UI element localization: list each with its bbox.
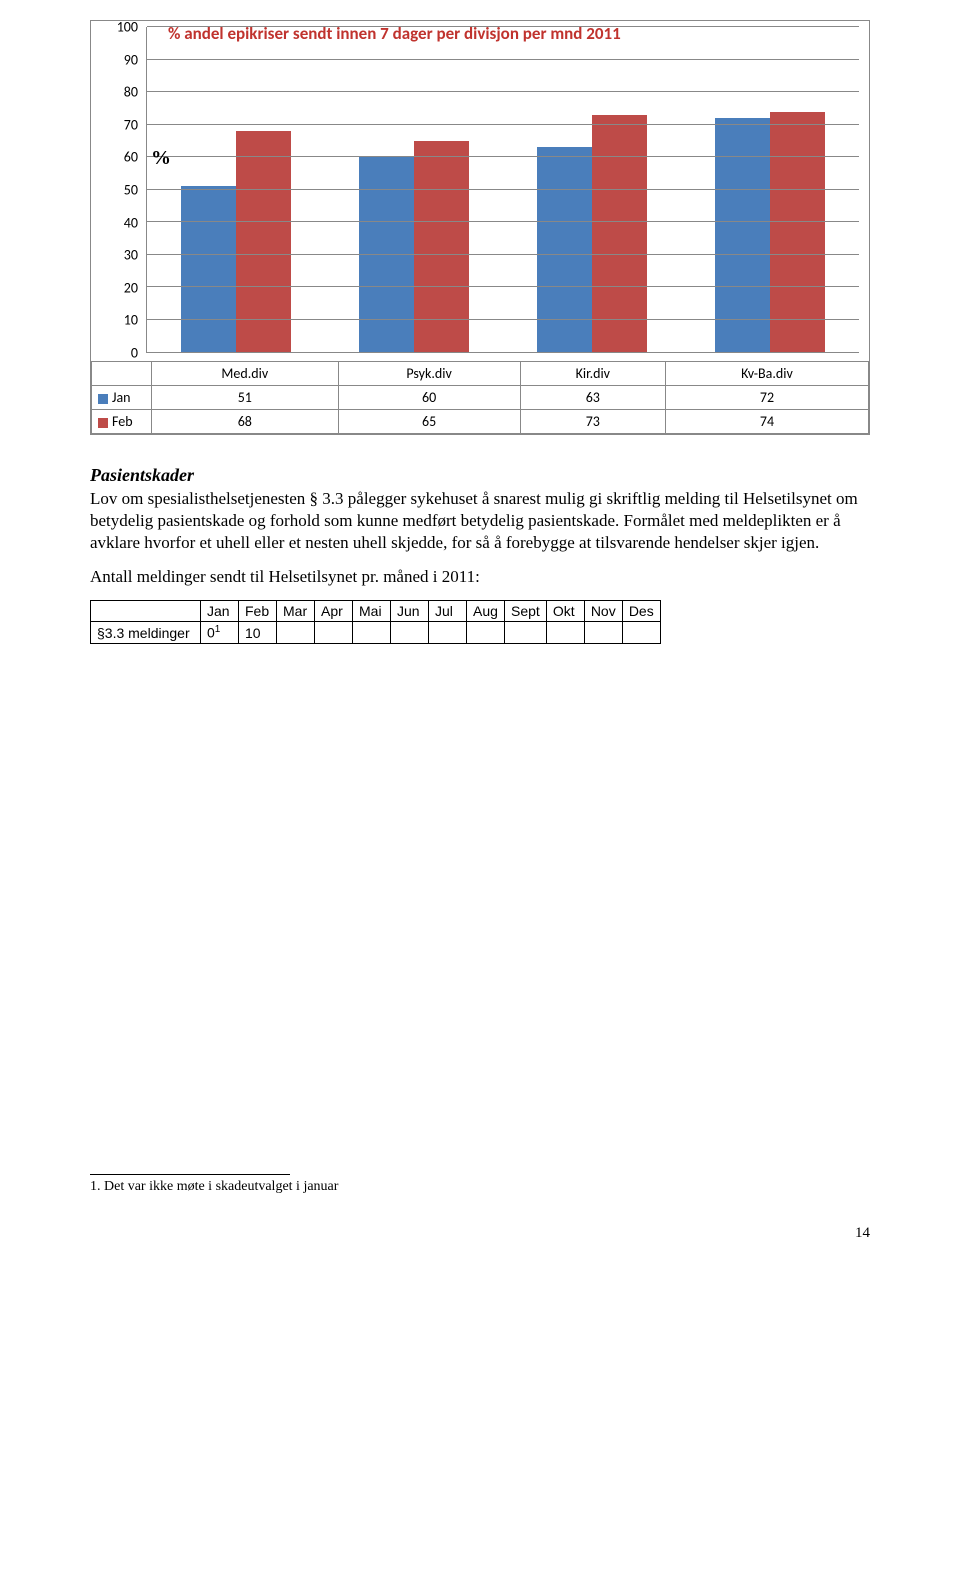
legend-value: 60 [338,386,520,410]
chart-legend-table: Med.divPsyk.divKir.divKv-Ba.div Jan 516063… [91,361,869,434]
footnote-separator [90,1174,290,1175]
y-tick-label: 70 [124,116,138,133]
bar [414,141,469,352]
legend-value: 63 [520,386,665,410]
bar-group [325,27,503,352]
table-cell [277,622,315,644]
bar-groups [147,27,859,352]
legend-value: 74 [665,410,868,434]
legend-series-label: Jan [112,389,131,406]
legend-swatch [98,418,108,428]
gridline [147,189,859,190]
gridline [147,91,859,92]
table-month-header: Nov [584,601,622,622]
legend-value: 73 [520,410,665,434]
plot-column: % andel epikriser sendt innen 7 dager pe… [146,21,869,361]
y-tick-label: 90 [124,51,138,68]
paragraph-1: Lov om spesialisthelsetjenesten § 3.3 på… [90,488,870,554]
legend-category: Kir.div [520,362,665,386]
table-cell [391,622,429,644]
legend-blank-cell [92,362,152,386]
section-heading: Pasientskader [90,465,870,486]
bar [592,115,647,352]
table-cell [353,622,391,644]
legend-value: 68 [152,410,339,434]
table-cell [584,622,622,644]
paragraph-2: Antall meldinger sendt til Helsetilsynet… [90,566,870,588]
table-cell [546,622,584,644]
bar [715,118,770,352]
legend-series-cell: Jan [92,386,152,410]
legend-value: 72 [665,386,868,410]
bar [359,157,414,352]
legend-category: Kv-Ba.div [665,362,868,386]
footnote: 1. Det var ikke møte i skadeutvalget i j… [90,1179,870,1195]
percent-symbol: % [151,147,171,170]
bar-group [147,27,325,352]
bar [181,186,236,352]
y-tick-label: 10 [124,312,138,329]
gridline [147,254,859,255]
table-month-header: Sept [505,601,547,622]
table-month-header: Jul [429,601,467,622]
table-blank-cell [91,601,201,622]
table-month-header: Apr [315,601,353,622]
table-cell [622,622,660,644]
y-tick-label: 60 [124,149,138,166]
chart-area: 1009080706050403020100 % andel epikriser… [91,21,869,361]
legend-category: Psyk.div [338,362,520,386]
y-tick-label: 20 [124,279,138,296]
table-month-header: Aug [467,601,505,622]
table-month-header: Feb [239,601,277,622]
table-cell [315,622,353,644]
legend-swatch [98,394,108,404]
y-tick-label: 80 [124,84,138,101]
bar-group [681,27,859,352]
plot-area: % [146,27,859,353]
table-cell: 01 [201,622,239,644]
footnote-text: . Det var ikke møte i skadeutvalget i ja… [97,1179,338,1194]
page-number: 14 [90,1225,870,1242]
legend-series-label: Feb [112,413,133,430]
footnote-marker: 1 [90,1179,97,1194]
table-month-header: Okt [546,601,584,622]
y-tick-label: 100 [117,19,138,36]
gridline [147,286,859,287]
chart-title: % andel epikriser sendt innen 7 dager pe… [168,23,621,44]
y-tick-label: 0 [131,345,138,362]
gridline [147,319,859,320]
table-cell [467,622,505,644]
legend-category: Med.div [152,362,339,386]
y-tick-label: 50 [124,182,138,199]
table-month-header: Des [622,601,660,622]
gridline [147,221,859,222]
legend-series-cell: Feb [92,410,152,434]
bar-group [503,27,681,352]
table-month-header: Mai [353,601,391,622]
gridline [147,59,859,60]
data-table: JanFebMarAprMaiJunJulAugSeptOktNovDes §3.… [90,600,661,644]
gridline [147,124,859,125]
table-month-header: Jun [391,601,429,622]
table-cell: 10 [239,622,277,644]
bar [770,112,825,353]
y-tick-label: 30 [124,247,138,264]
legend-value: 51 [152,386,339,410]
table-month-header: Jan [201,601,239,622]
table-row-label: §3.3 meldinger [91,622,201,644]
table-superscript: 1 [215,624,221,635]
bar [537,147,592,352]
chart-container: 1009080706050403020100 % andel epikriser… [90,20,870,435]
table-month-header: Mar [277,601,315,622]
y-axis: 1009080706050403020100 [91,21,146,361]
legend-value: 65 [338,410,520,434]
table-cell [505,622,547,644]
gridline [147,156,859,157]
y-tick-label: 40 [124,214,138,231]
table-cell [429,622,467,644]
